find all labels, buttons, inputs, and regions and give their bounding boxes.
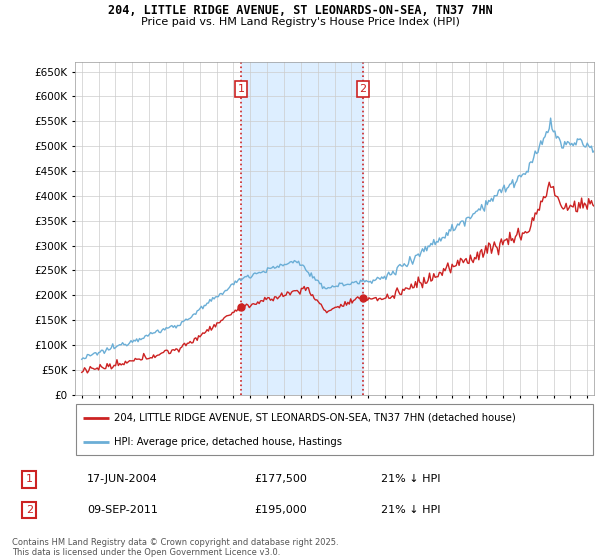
Text: 21% ↓ HPI: 21% ↓ HPI (380, 474, 440, 484)
Text: 21% ↓ HPI: 21% ↓ HPI (380, 505, 440, 515)
Text: Contains HM Land Registry data © Crown copyright and database right 2025.
This d: Contains HM Land Registry data © Crown c… (12, 538, 338, 557)
Text: 1: 1 (26, 474, 33, 484)
Text: £195,000: £195,000 (254, 505, 307, 515)
Text: £177,500: £177,500 (254, 474, 307, 484)
Bar (241, 62, 363, 395)
Text: HPI: Average price, detached house, Hastings: HPI: Average price, detached house, Hast… (114, 437, 342, 447)
Text: Price paid vs. HM Land Registry's House Price Index (HPI): Price paid vs. HM Land Registry's House … (140, 17, 460, 27)
Text: 1: 1 (238, 84, 245, 94)
Text: 2: 2 (26, 505, 33, 515)
Text: 17-JUN-2004: 17-JUN-2004 (87, 474, 158, 484)
Text: 204, LITTLE RIDGE AVENUE, ST LEONARDS-ON-SEA, TN37 7HN (detached house): 204, LITTLE RIDGE AVENUE, ST LEONARDS-ON… (114, 413, 515, 423)
FancyBboxPatch shape (76, 404, 593, 455)
Text: 2: 2 (359, 84, 367, 94)
Text: 09-SEP-2011: 09-SEP-2011 (87, 505, 158, 515)
Text: 204, LITTLE RIDGE AVENUE, ST LEONARDS-ON-SEA, TN37 7HN: 204, LITTLE RIDGE AVENUE, ST LEONARDS-ON… (107, 4, 493, 17)
